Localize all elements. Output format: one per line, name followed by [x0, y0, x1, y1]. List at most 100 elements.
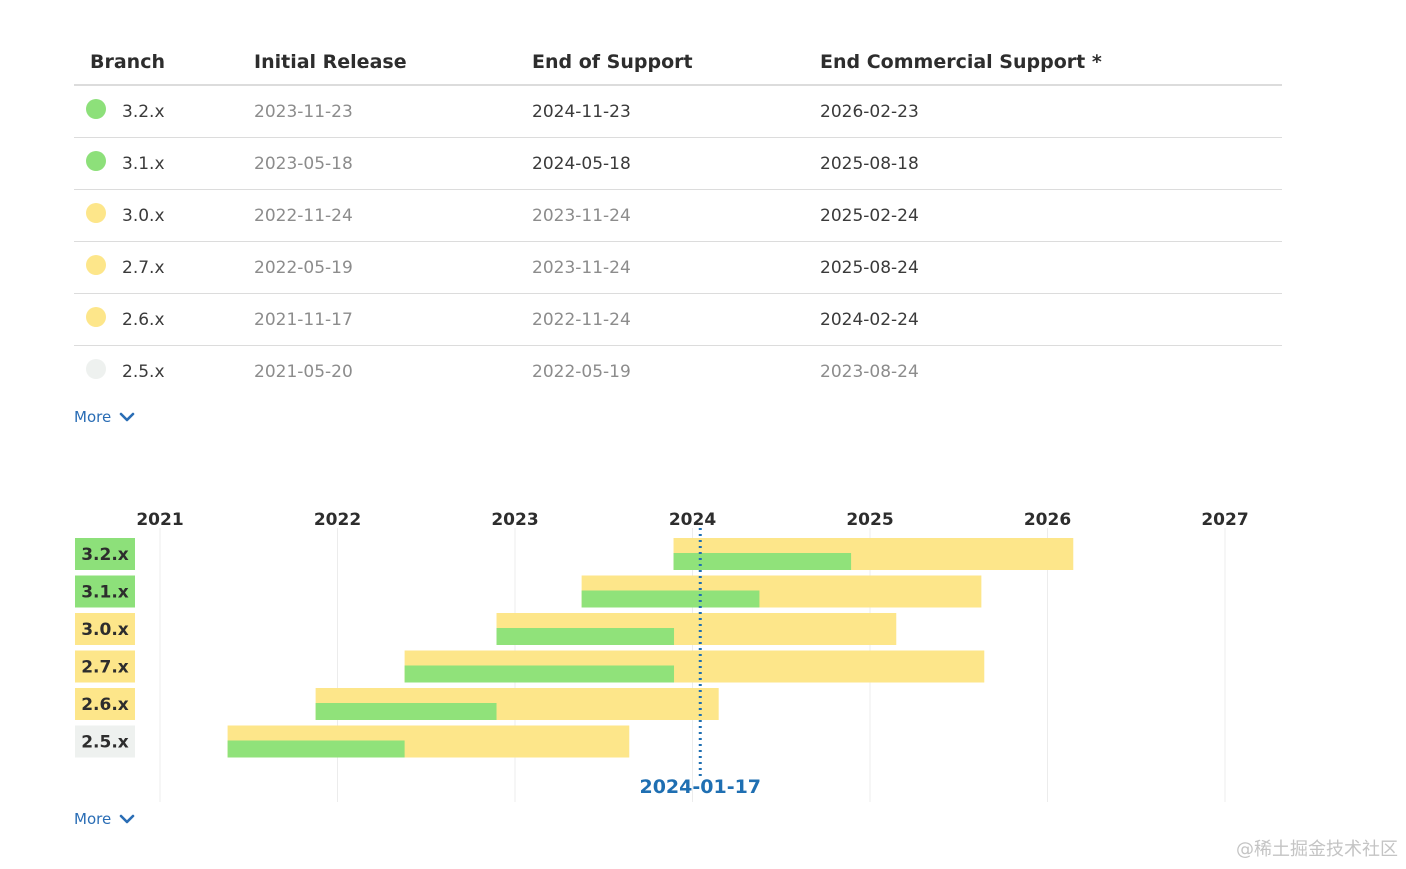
cell-initial-release: 2021-05-20	[254, 346, 532, 398]
oss-support-bar	[496, 628, 675, 645]
cell-branch-text: 2.5.x	[122, 361, 165, 382]
x-tick-label: 2021	[136, 510, 183, 530]
support-table: Branch Initial Release End of Support En…	[74, 40, 1282, 397]
cell-initial-release-text: 2022-05-19	[254, 257, 353, 278]
oss-support-bar	[315, 703, 497, 720]
cell-end-of-support-text: 2022-05-19	[532, 361, 631, 382]
table-row: 2.7.x 2022-05-19 2023-11-24 2025-08-24	[74, 241, 1282, 294]
cell-end-of-support: 2024-05-18	[532, 137, 820, 190]
cell-end-commercial-support: 2025-08-18	[820, 137, 1282, 190]
cell-initial-release-text: 2023-11-23	[254, 101, 353, 122]
branch-label-box	[75, 613, 135, 645]
cell-end-commercial-support: 2023-08-24	[820, 346, 1282, 398]
header-branch: Branch	[74, 40, 254, 86]
table-header-row: Branch Initial Release End of Support En…	[74, 40, 1282, 86]
cell-initial-release-text: 2022-11-24	[254, 205, 353, 226]
cell-branch: 3.1.x	[74, 137, 254, 190]
cell-initial-release: 2022-05-19	[254, 241, 532, 294]
status-dot-icon	[86, 306, 106, 327]
cell-branch-text: 2.7.x	[122, 257, 165, 278]
cell-end-commercial-support-text: 2025-08-18	[820, 153, 919, 174]
header-end-of-support: End of Support	[532, 40, 820, 86]
oss-support-bar	[227, 740, 405, 758]
cell-end-of-support: 2024-11-23	[532, 85, 820, 138]
branch-label-box	[75, 575, 135, 608]
cell-branch: 2.7.x	[74, 241, 254, 294]
cell-end-commercial-support-text: 2025-02-24	[820, 205, 919, 226]
status-dot-icon	[86, 358, 106, 379]
branch-label: 2.7.x	[81, 658, 129, 678]
cell-initial-release-text: 2021-11-17	[254, 309, 353, 330]
today-marker-label: 2024-01-17	[639, 776, 761, 798]
header-end-commercial-support: End Commercial Support *	[820, 40, 1282, 86]
cell-initial-release: 2023-05-18	[254, 137, 532, 190]
table-row: 3.2.x 2023-11-23 2024-11-23 2026-02-23	[74, 85, 1282, 138]
status-dot-icon	[86, 202, 106, 223]
cell-initial-release-text: 2023-05-18	[254, 153, 353, 174]
chart-more-link[interactable]: More	[74, 810, 135, 828]
table-row: 3.1.x 2023-05-18 2024-05-18 2025-08-18	[74, 137, 1282, 190]
branch-label-box	[75, 650, 135, 683]
chevron-down-icon	[119, 814, 135, 824]
x-tick-label: 2026	[1024, 510, 1071, 530]
cell-end-commercial-support: 2025-08-24	[820, 241, 1282, 294]
x-tick-label: 2023	[491, 510, 538, 530]
branch-label-box	[75, 538, 135, 570]
cell-initial-release-text: 2021-05-20	[254, 361, 353, 382]
table-row: 2.6.x 2021-11-17 2022-11-24 2024-02-24	[74, 293, 1282, 346]
cell-end-of-support-text: 2024-11-23	[532, 101, 631, 122]
branch-label-box	[75, 688, 135, 720]
x-tick-label: 2022	[314, 510, 361, 530]
cell-end-commercial-support-text: 2026-02-23	[820, 101, 919, 122]
cell-end-commercial-support-text: 2024-02-24	[820, 309, 919, 330]
cell-end-commercial-support: 2026-02-23	[820, 85, 1282, 138]
cell-end-commercial-support: 2025-02-24	[820, 189, 1282, 242]
cell-end-commercial-support-text: 2023-08-24	[820, 361, 919, 382]
cell-branch: 3.0.x	[74, 189, 254, 242]
watermark: @稀土掘金技术社区	[1236, 839, 1398, 860]
more-label: More	[74, 810, 112, 828]
cell-branch-text: 3.0.x	[122, 205, 165, 226]
cell-end-of-support-text: 2024-05-18	[532, 153, 631, 174]
cell-initial-release: 2022-11-24	[254, 189, 532, 242]
cell-branch-text: 3.2.x	[122, 101, 165, 122]
more-label: More	[74, 408, 112, 426]
cell-branch: 3.2.x	[74, 85, 254, 138]
branch-label: 3.2.x	[81, 545, 129, 565]
cell-end-commercial-support-text: 2025-08-24	[820, 257, 919, 278]
status-dot-icon	[86, 98, 106, 119]
x-tick-label: 2027	[1201, 510, 1248, 530]
support-table-container: Branch Initial Release End of Support En…	[74, 40, 1282, 397]
chevron-down-icon	[119, 412, 135, 422]
branch-label: 3.1.x	[81, 583, 129, 603]
branch-label-box	[75, 725, 135, 758]
status-dot-icon	[86, 150, 106, 171]
cell-end-of-support: 2023-11-24	[532, 189, 820, 242]
cell-end-of-support-text: 2022-11-24	[532, 309, 631, 330]
cell-branch-text: 2.6.x	[122, 309, 165, 330]
cell-end-of-support: 2023-11-24	[532, 241, 820, 294]
oss-support-bar	[581, 590, 760, 608]
cell-branch: 2.5.x	[74, 346, 254, 398]
x-tick-label: 2025	[846, 510, 893, 530]
cell-branch-text: 3.1.x	[122, 153, 165, 174]
cell-branch: 2.6.x	[74, 293, 254, 346]
cell-initial-release: 2023-11-23	[254, 85, 532, 138]
cell-end-of-support: 2022-05-19	[532, 346, 820, 398]
oss-support-bar	[673, 553, 852, 570]
status-dot-icon	[86, 254, 106, 275]
oss-support-bar	[404, 665, 675, 683]
x-tick-label: 2024	[669, 510, 716, 530]
branch-label: 2.6.x	[81, 695, 129, 715]
table-row: 2.5.x 2021-05-20 2022-05-19 2023-08-24	[74, 346, 1282, 398]
branch-label: 2.5.x	[81, 733, 129, 753]
table-more-link[interactable]: More	[74, 408, 135, 426]
cell-end-commercial-support: 2024-02-24	[820, 293, 1282, 346]
table-row: 3.0.x 2022-11-24 2023-11-24 2025-02-24	[74, 189, 1282, 242]
cell-end-of-support-text: 2023-11-24	[532, 257, 631, 278]
header-initial-release: Initial Release	[254, 40, 532, 86]
cell-end-of-support-text: 2023-11-24	[532, 205, 631, 226]
cell-end-of-support: 2022-11-24	[532, 293, 820, 346]
cell-initial-release: 2021-11-17	[254, 293, 532, 346]
